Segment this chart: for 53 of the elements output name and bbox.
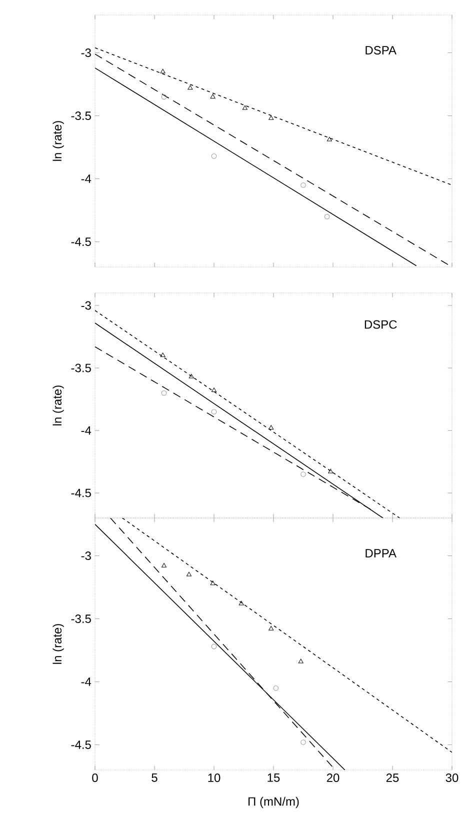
y-tick-label: -4: [81, 678, 92, 686]
x-tick-label: 20: [326, 774, 340, 782]
y-tick-label: -3.5: [71, 364, 91, 372]
y-axis-title: ln (rate): [52, 624, 64, 664]
text: DSPC: [364, 320, 397, 329]
point: [211, 409, 217, 414]
point: [188, 85, 193, 90]
y-tick-label: -4.5: [71, 238, 91, 246]
point: [160, 68, 166, 74]
y-tick-label: -3.5: [71, 112, 91, 120]
point: [268, 626, 274, 630]
y-axis-title: ln (rate): [52, 121, 64, 161]
point: [273, 685, 279, 691]
point: [298, 658, 304, 664]
y-tick-label: -3: [81, 552, 91, 560]
point: [300, 472, 306, 477]
y-axis-title: ln (rate): [52, 386, 64, 426]
point: [300, 740, 306, 745]
point: [210, 580, 216, 586]
point: [268, 425, 274, 430]
point: [186, 572, 192, 576]
point: [211, 153, 217, 159]
text: DPPA: [366, 549, 396, 558]
point: [242, 105, 248, 110]
point: [300, 182, 306, 188]
y-tick-label: -4.5: [71, 488, 91, 498]
point: [211, 644, 217, 650]
point: [161, 390, 167, 396]
x-tick-label: 0: [92, 774, 98, 782]
y-tick-label: -4: [81, 426, 92, 435]
point: [188, 374, 194, 378]
x-tick-label: 5: [152, 774, 158, 782]
point: [212, 388, 217, 392]
point: [268, 115, 274, 120]
y-tick-label: -4: [81, 174, 92, 183]
point: [328, 468, 334, 474]
point: [161, 94, 167, 100]
x-tick-label: 30: [446, 774, 458, 782]
y-tick-label: -3.5: [71, 614, 91, 624]
x-tick-label: 25: [386, 774, 399, 782]
x-axis-title: Π (mN/m): [248, 796, 299, 808]
point: [238, 600, 244, 606]
point: [160, 352, 166, 358]
point: [326, 136, 332, 142]
y-tick-label: -4.5: [71, 740, 91, 749]
x-tick-label: 10: [208, 774, 220, 782]
point: [324, 214, 330, 220]
text: DSPA: [366, 46, 396, 55]
x-tick-label: 15: [268, 774, 280, 782]
y-tick-label: -3: [81, 301, 91, 310]
point: [162, 563, 167, 568]
y-tick-label: -3: [81, 48, 91, 58]
point: [210, 94, 216, 98]
